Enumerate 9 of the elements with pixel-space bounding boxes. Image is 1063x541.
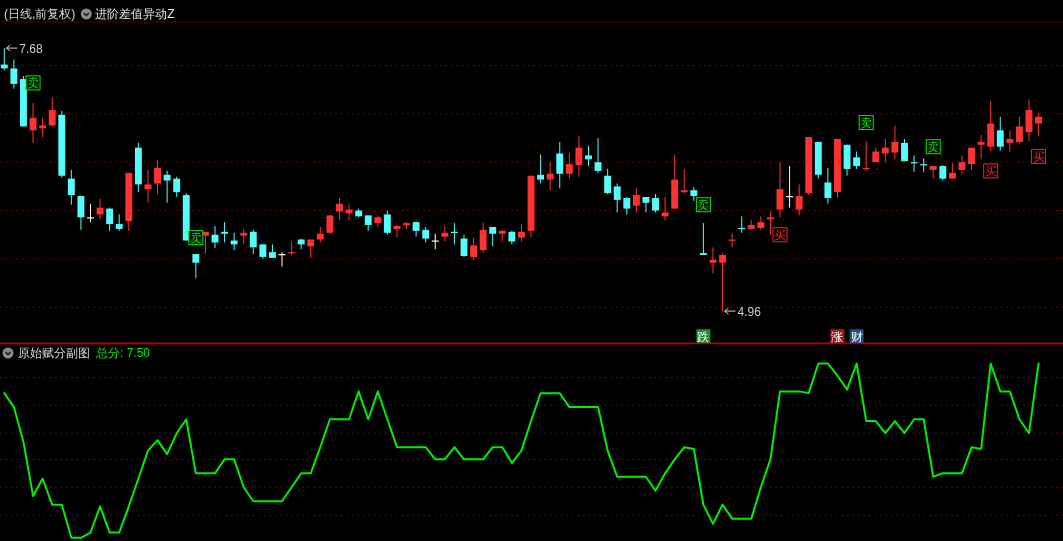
chart-title: (日线,前复权): [4, 7, 76, 21]
series-label: 财: [850, 329, 863, 344]
series-label: 涨: [831, 329, 844, 344]
series-label: 跌: [697, 329, 710, 344]
chart-subtitle: 总分: 7.50: [95, 346, 151, 360]
chart-subtitle: 进阶差值异动Z: [95, 7, 175, 21]
annotation: 4.96: [737, 304, 762, 319]
annotation: 7.68: [19, 41, 43, 56]
chart-title: 原始赋分副图: [18, 346, 90, 360]
